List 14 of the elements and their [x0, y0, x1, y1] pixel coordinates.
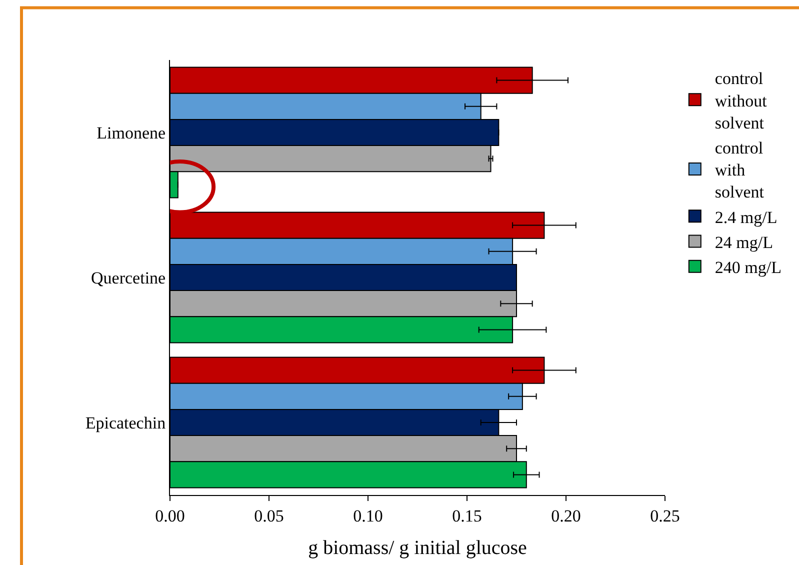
x-tick-label: 0.05	[254, 506, 284, 526]
x-tick-label: 0.00	[155, 506, 185, 526]
legend-label: 240 mg/L	[714, 258, 782, 277]
x-axis-title: g biomass/ g initial glucose	[308, 536, 528, 559]
x-tick-label: 0.15	[452, 506, 482, 526]
y-tick-label: Epicatechin	[85, 413, 166, 432]
y-tick-label: Limonene	[96, 123, 166, 142]
legend-label: 2.4 mg/L	[714, 208, 778, 227]
x-tick-label: 0.10	[353, 506, 383, 526]
x-tick-label: 0.20	[551, 506, 581, 526]
y-tick-label: Quercetine	[91, 268, 166, 288]
legend-label: 24 mg/L	[714, 232, 773, 252]
legend-label: control with solvent	[714, 138, 764, 202]
x-tick-label: 0.25	[650, 506, 680, 526]
